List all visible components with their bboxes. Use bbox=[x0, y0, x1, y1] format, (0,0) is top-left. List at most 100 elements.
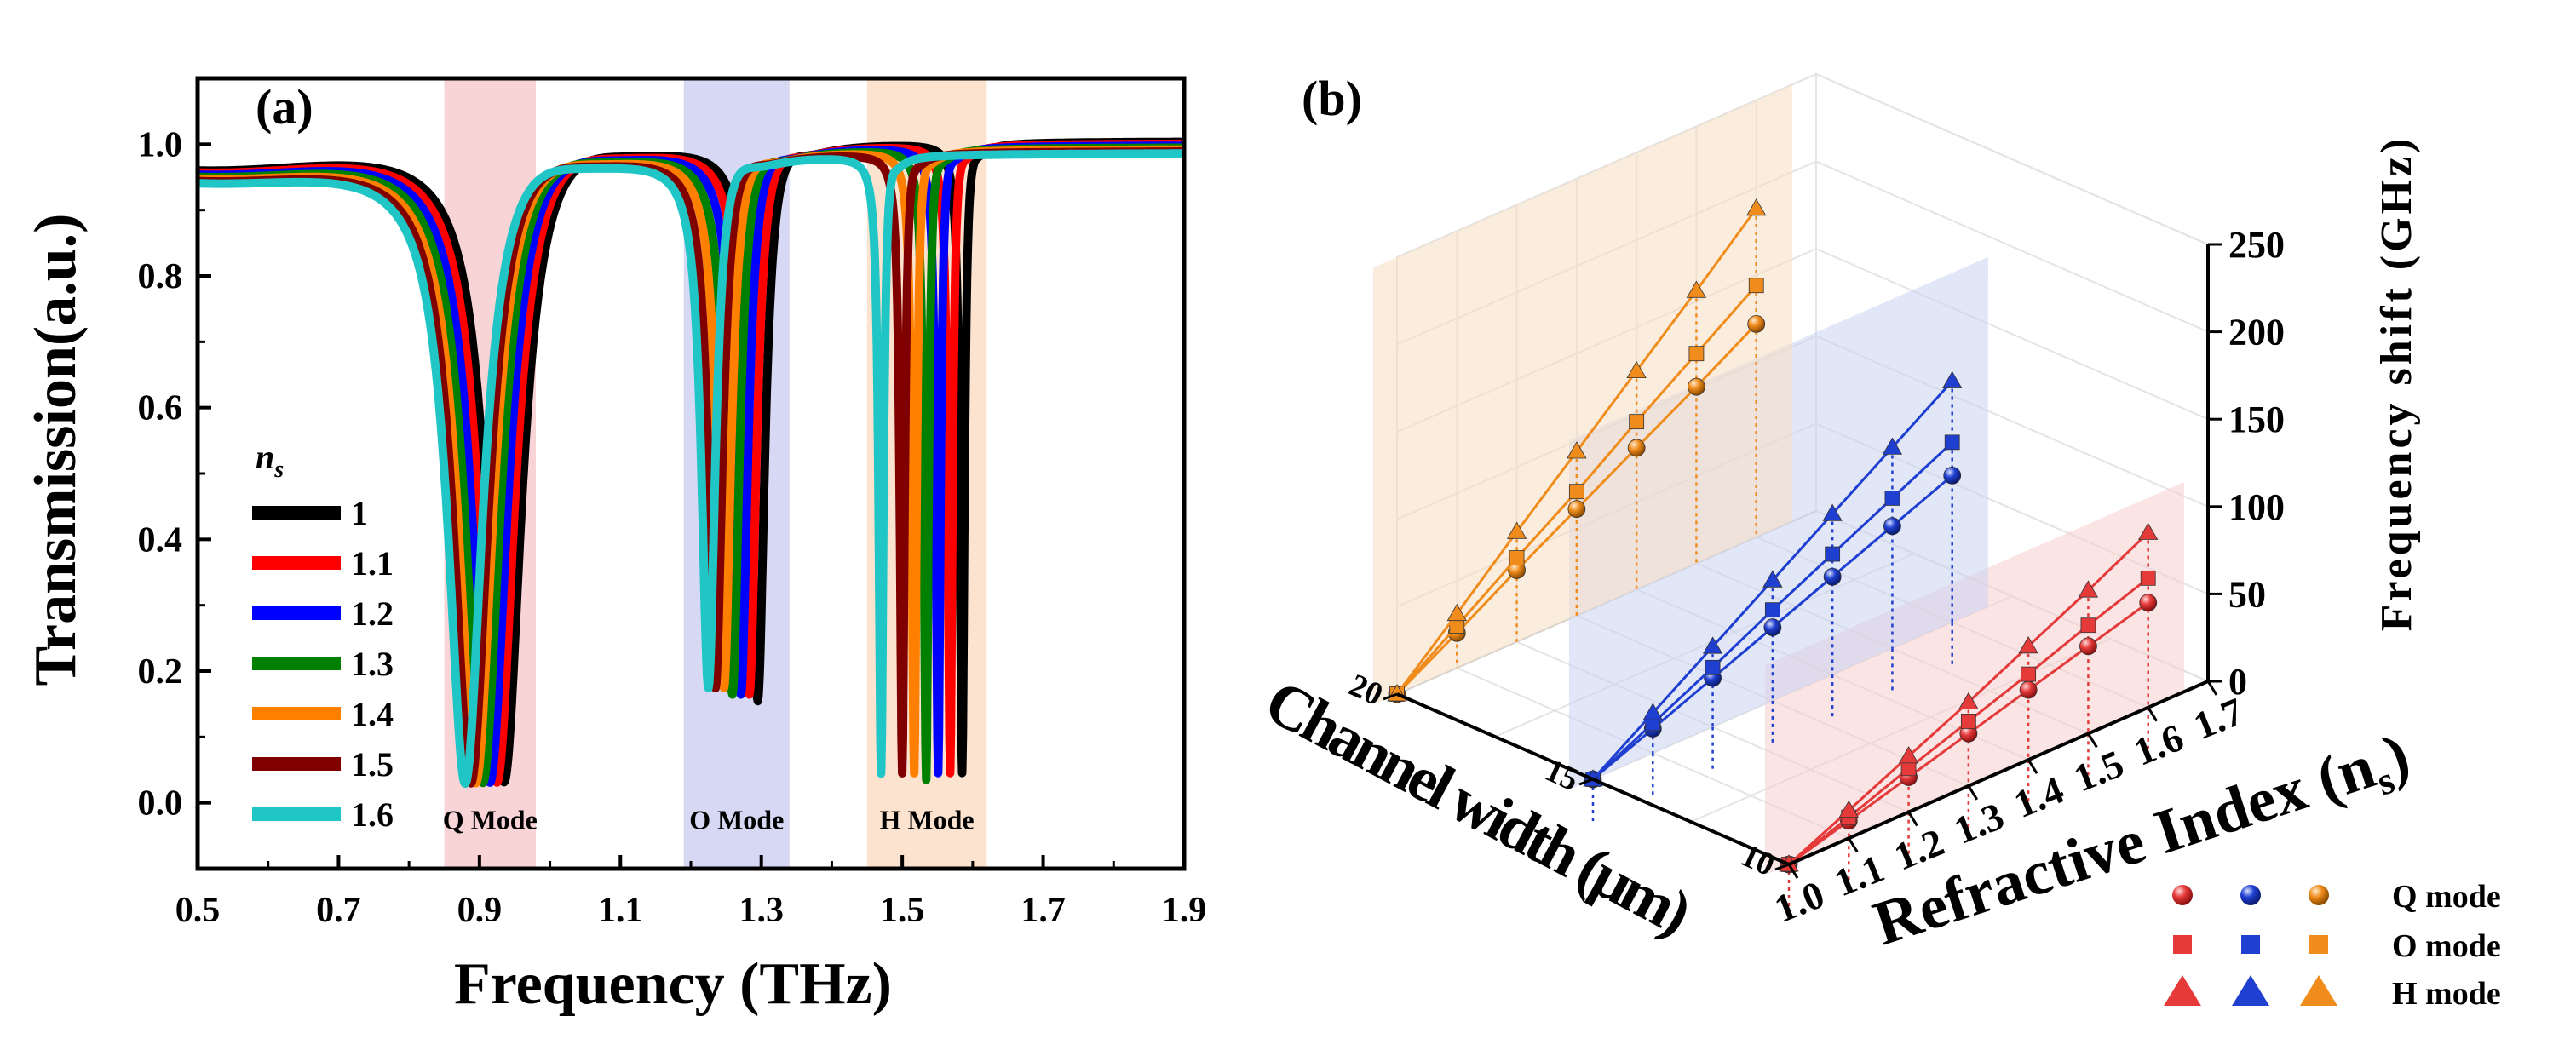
x-tick-label: 1.3 bbox=[1948, 794, 2010, 852]
Q-mode-point bbox=[2019, 680, 2038, 699]
x-tick-label: 1.9 bbox=[1162, 891, 1207, 930]
y-tick-label: 0.6 bbox=[138, 389, 183, 428]
H-mode-point bbox=[1702, 636, 1723, 654]
legend-triangle bbox=[2232, 975, 2269, 1006]
legend-sphere bbox=[2309, 885, 2329, 905]
O-mode-point bbox=[1764, 602, 1780, 618]
H-mode-point bbox=[1942, 370, 1963, 388]
H-mode-point bbox=[1446, 603, 1467, 622]
wall-grid-line bbox=[1815, 248, 2209, 421]
axis-ticks: 0.5 0.7 0.9 1.1 1.3 1.5 1.7 1.9 0.0 0.2 0.4 0.6 0.8 1… bbox=[138, 77, 1207, 930]
Q-mode-point bbox=[2079, 637, 2097, 656]
legend-entry-label: 1 bbox=[351, 494, 368, 532]
x-tick-label: 1.0 bbox=[1768, 872, 1830, 931]
H-mode-point bbox=[1686, 280, 1707, 298]
y-axis-label: Transmission(a.u.) bbox=[23, 214, 89, 686]
legend-entry-label: 1.1 bbox=[351, 544, 394, 583]
legend-title: ns bbox=[256, 438, 284, 483]
y-tick bbox=[1383, 692, 1398, 701]
Q-mode-point bbox=[1627, 439, 1646, 457]
legend-entry-label: 1.2 bbox=[351, 594, 394, 633]
x-tick-label: 1.6 bbox=[2128, 715, 2189, 774]
legend-sphere bbox=[2172, 885, 2193, 905]
O-mode-point bbox=[2021, 666, 2037, 682]
x-tick bbox=[2027, 759, 2038, 774]
O-mode-point bbox=[1900, 761, 1917, 777]
Q-mode-point bbox=[1883, 517, 1901, 536]
H-mode-point bbox=[1958, 692, 1979, 709]
x-tick bbox=[1848, 837, 1859, 853]
O-mode-point bbox=[1509, 550, 1525, 565]
legend-entry-label: H mode bbox=[2392, 976, 2501, 1012]
legend: Q mode O mode H mode bbox=[2164, 879, 2501, 1012]
x-tick bbox=[2087, 732, 2098, 749]
Q-mode-point bbox=[2139, 594, 2158, 611]
O-mode-point bbox=[1960, 714, 1976, 729]
width-20-series bbox=[1387, 198, 1767, 703]
band-label: O Mode bbox=[689, 805, 784, 835]
H-mode-point bbox=[1838, 800, 1859, 818]
legend-entry-label: O mode bbox=[2392, 928, 2501, 964]
O-mode-point bbox=[1629, 414, 1645, 430]
y-tick-label: 0.8 bbox=[138, 257, 183, 296]
z-tick-label: 250 bbox=[2228, 224, 2285, 266]
series-1.6-curve bbox=[193, 149, 1188, 788]
Q-mode-point bbox=[1747, 314, 1766, 333]
x-tick bbox=[1787, 864, 1799, 879]
transmission-curves bbox=[193, 137, 1188, 788]
z-axis-label: Frequency shift (GHz) bbox=[2372, 135, 2421, 632]
O-mode-point bbox=[2140, 570, 2156, 586]
panel-label: (b) bbox=[1302, 71, 1362, 126]
O-mode-point bbox=[1568, 484, 1584, 500]
x-tick-label: 1.5 bbox=[2067, 742, 2129, 801]
legend-square bbox=[2173, 935, 2192, 954]
legend-triangle bbox=[2164, 975, 2201, 1006]
x-tick-label: 0.9 bbox=[457, 891, 503, 930]
Q-mode-point bbox=[1943, 466, 1962, 485]
x-tick-label: 1.1 bbox=[598, 891, 643, 930]
O-mode-point bbox=[1688, 346, 1705, 362]
H-mode-point bbox=[1762, 570, 1783, 588]
legend-entry-label: Q mode bbox=[2392, 879, 2501, 915]
x-tick bbox=[1967, 785, 1979, 801]
wall-grid-line bbox=[1815, 160, 2209, 333]
wall-grid-line bbox=[1396, 73, 1817, 258]
H-mode-point bbox=[1822, 503, 1843, 521]
O-mode-point bbox=[1825, 546, 1841, 562]
H-mode-point bbox=[1506, 521, 1527, 539]
band-labels: Q Mode O Mode H Mode bbox=[443, 805, 975, 835]
band-label: Q Mode bbox=[443, 805, 538, 835]
z-tick-label: 150 bbox=[2228, 399, 2285, 440]
x-tick bbox=[2147, 706, 2158, 722]
H-mode-point bbox=[1746, 198, 1767, 216]
panel-label: (a) bbox=[256, 79, 313, 135]
x-tick-label: 0.7 bbox=[316, 891, 361, 930]
y-tick-label: 1.0 bbox=[138, 125, 183, 164]
x-axis-label: Frequency (THz) bbox=[454, 951, 892, 1017]
y-tick-label: 0.2 bbox=[138, 652, 183, 692]
y-tick bbox=[1774, 863, 1790, 871]
O-mode-point bbox=[1944, 434, 1960, 451]
H-mode-point bbox=[2138, 522, 2159, 540]
Q-mode-point bbox=[1688, 377, 1705, 396]
legend-entry-label: 1.5 bbox=[351, 745, 394, 784]
y-tick-label: 0.4 bbox=[138, 520, 183, 560]
z-tick-label: 0 bbox=[2228, 661, 2247, 703]
legend: ns 1 1.1 1.2 1.3 1.4 1.5 1.6 bbox=[252, 438, 394, 834]
y-tick bbox=[1578, 778, 1594, 786]
H-mode-point bbox=[2078, 580, 2099, 598]
legend-entry-label: 1.6 bbox=[351, 795, 394, 834]
x-tick-label: 1.7 bbox=[1021, 891, 1066, 930]
O-mode-point bbox=[1748, 278, 1764, 294]
legend-entry-label: 1.3 bbox=[351, 645, 394, 683]
x-tick-label: 0.5 bbox=[175, 891, 221, 930]
wall-grid-line bbox=[1815, 73, 2209, 245]
H-mode-point bbox=[1567, 441, 1587, 459]
Q-mode-point bbox=[1823, 567, 1842, 586]
H-mode-point bbox=[2018, 636, 2038, 654]
legend-triangle bbox=[2300, 975, 2337, 1006]
legend-square bbox=[2241, 935, 2260, 954]
x-tick-label: 1.5 bbox=[880, 891, 925, 930]
legend-entry-label: 1.4 bbox=[351, 695, 394, 733]
z-tick-label: 50 bbox=[2228, 573, 2266, 615]
